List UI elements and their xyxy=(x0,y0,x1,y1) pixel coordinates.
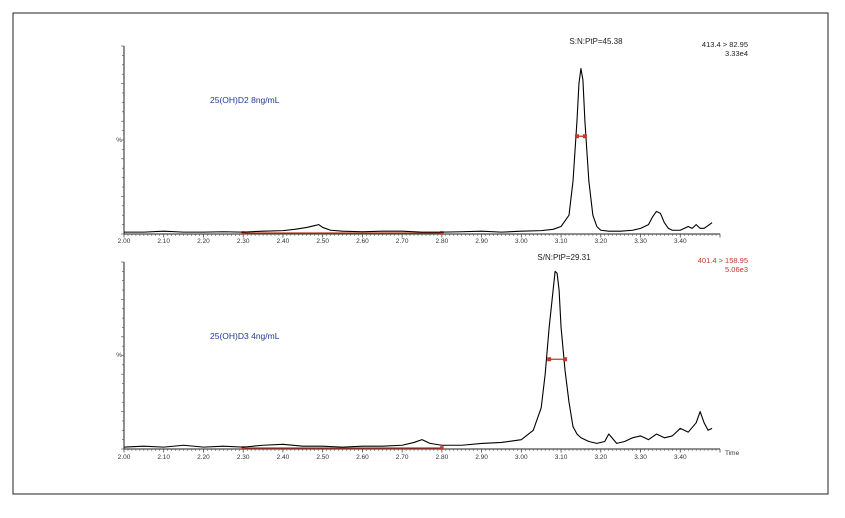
x-tick-label: 2.50 xyxy=(316,238,329,245)
x-tick-label: 3.10 xyxy=(555,454,568,461)
x-axis-label: Time xyxy=(725,450,740,457)
peak-width-marker xyxy=(582,134,587,139)
x-tick-label: 3.20 xyxy=(594,238,607,245)
transition-label: 401.4 > 158.95 xyxy=(698,256,748,265)
noise-marker xyxy=(440,231,444,235)
x-tick-label: 3.10 xyxy=(555,238,568,245)
x-tick-label: 2.10 xyxy=(157,454,170,461)
x-tick-label: 3.20 xyxy=(594,454,607,461)
noise-marker xyxy=(440,446,444,450)
x-tick-label: 3.30 xyxy=(634,454,647,461)
intensity-label: 5.06e3 xyxy=(725,265,748,274)
peak-width-marker xyxy=(547,357,552,362)
transition-label: 413.4 > 82.95 xyxy=(702,40,748,49)
x-tick-label: 2.60 xyxy=(356,238,369,245)
x-tick-label: 3.30 xyxy=(634,238,647,245)
x-tick-label: 2.30 xyxy=(237,454,250,461)
x-tick-label: 2.40 xyxy=(277,454,290,461)
x-tick-label: 2.20 xyxy=(197,454,210,461)
x-tick-label: 3.40 xyxy=(674,238,687,245)
peak-width-marker xyxy=(563,357,568,362)
x-tick-label: 2.50 xyxy=(316,454,329,461)
x-tick-label: 2.40 xyxy=(277,238,290,245)
figure-border xyxy=(12,12,829,495)
compound-label: 25(OH)D3 4ng/mL xyxy=(210,331,280,341)
x-tick-label: 2.90 xyxy=(475,238,488,245)
x-tick-label: 3.00 xyxy=(515,238,528,245)
x-tick-label: 2.20 xyxy=(197,238,210,245)
compound-label: 25(OH)D2 8ng/mL xyxy=(210,95,280,105)
x-tick-label: 2.70 xyxy=(396,454,409,461)
chromatogram-trace xyxy=(123,270,713,448)
x-tick-label: 3.40 xyxy=(674,454,687,461)
x-tick-label: 3.00 xyxy=(515,454,528,461)
x-tick-label: 2.10 xyxy=(157,238,170,245)
y-axis-label: % xyxy=(116,137,122,144)
chromatogram-trace xyxy=(124,68,713,233)
x-tick-label: 2.90 xyxy=(475,454,488,461)
signal-to-noise-label: S/N:PtP=29.31 xyxy=(537,253,591,262)
x-tick-label: 2.00 xyxy=(118,238,131,245)
signal-to-noise-label: S:N:PtP=45.38 xyxy=(569,37,623,46)
noise-marker xyxy=(241,446,245,450)
x-tick-label: 2.00 xyxy=(118,454,131,461)
x-tick-label: 2.80 xyxy=(436,238,449,245)
x-tick-label: 2.30 xyxy=(237,238,250,245)
x-tick-label: 2.80 xyxy=(436,454,449,461)
y-axis-label: % xyxy=(116,352,122,359)
x-tick-label: 2.70 xyxy=(396,238,409,245)
noise-marker xyxy=(241,231,245,235)
x-tick-label: 2.60 xyxy=(356,454,369,461)
intensity-label: 3.33e4 xyxy=(725,49,748,58)
peak-width-marker xyxy=(574,134,579,139)
